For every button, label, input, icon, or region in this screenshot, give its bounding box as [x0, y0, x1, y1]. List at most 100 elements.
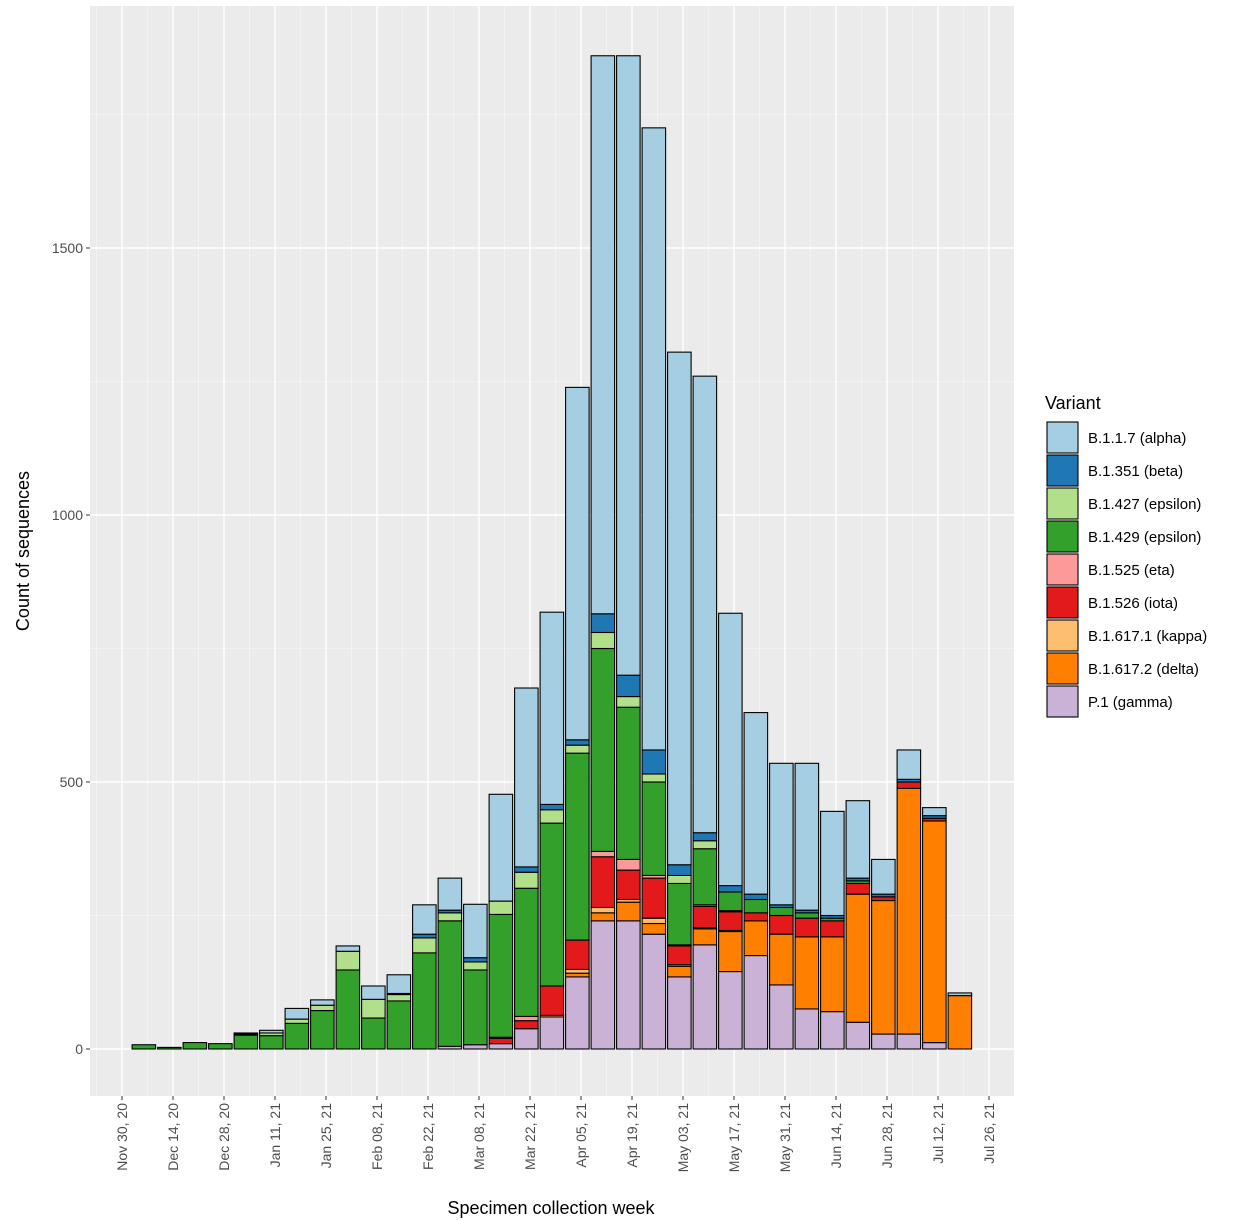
bar-segment: Feb 21, 21 — B.1.1.7 (alpha): 55 — [412, 904, 437, 935]
legend-key — [1046, 520, 1079, 553]
bar-segment: May 02, 21 — P.1 (gamma): 135 — [667, 976, 692, 1050]
bar-segment: Apr 11, 21 — B.1.526 (iota): 95 — [590, 856, 616, 909]
bar-segment: Apr 18, 21 — B.1.427 (epsilon): 20 — [616, 696, 641, 708]
bars: Dec 06, 20 — B.1.429 (epsilon): 8Dec 13,… — [131, 55, 973, 1050]
legend-key — [1046, 685, 1079, 718]
bar-segment: Mar 28, 21 — B.1.429 (epsilon): 305 — [539, 822, 565, 987]
legend-label: B.1.351 (beta) — [1088, 463, 1183, 480]
x-tick-label: Feb 22, 21 — [420, 1103, 436, 1170]
bar-segment: Apr 11, 21 — B.1.1.7 (alpha): 1045 — [590, 55, 616, 615]
bar-segment: Jun 06, 21 — B.1.617.2 (delta): 135 — [794, 936, 820, 1010]
bar-segment: Feb 07, 21 — B.1.427 (epsilon): 35 — [361, 998, 386, 1019]
bar-segment: Jun 06, 21 — P.1 (gamma): 75 — [794, 1008, 820, 1050]
bar-segment: Jan 03, 21 — B.1.1.7 (alpha): 2 — [233, 1032, 259, 1035]
x-tick-label: Jul 12, 21 — [930, 1103, 946, 1164]
legend-label: B.1.526 (iota) — [1088, 595, 1178, 612]
bar-segment: Apr 04, 21 — B.1.617.1 (kappa): 7 — [565, 968, 590, 974]
bar-segment: Jun 27, 21 — B.1.1.7 (alpha): 65 — [871, 858, 896, 895]
bar-segment: May 16, 21 — B.1.1.7 (alpha): 510 — [718, 612, 743, 887]
bar-segment: May 23, 21 — B.1.351 (beta): 10 — [743, 893, 769, 901]
bar-segment: May 30, 21 — B.1.429 (epsilon): 15 — [769, 906, 794, 917]
y-tick-label: 1000 — [52, 507, 83, 523]
bar-segment: Mar 21, 21 — B.1.1.7 (alpha): 335 — [514, 687, 539, 868]
legend-title: Variant — [1045, 393, 1101, 413]
bar-segment: Apr 04, 21 — B.1.351 (beta): 10 — [565, 739, 590, 746]
bar-segment: Jul 04, 21 — B.1.617.2 (delta): 460 — [896, 787, 922, 1035]
bar-segment: Feb 14, 21 — B.1.429 (epsilon): 90 — [386, 1000, 412, 1050]
bar-segment: Jul 11, 21 — B.1.1.7 (alpha): 15 — [922, 807, 947, 817]
bar-segment: Apr 25, 21 — B.1.526 (iota): 75 — [641, 877, 667, 919]
legend-label: B.1.525 (eta) — [1088, 562, 1175, 579]
bar-segment: Jan 17, 21 — B.1.1.7 (alpha): 20 — [284, 1007, 310, 1020]
bar-segment: May 30, 21 — P.1 (gamma): 120 — [769, 984, 794, 1050]
legend-key — [1046, 421, 1079, 454]
x-tick-label: Mar 22, 21 — [522, 1103, 538, 1170]
legend-label: B.1.617.1 (kappa) — [1088, 628, 1207, 645]
bar-segment: Jan 10, 21 — B.1.1.7 (alpha): 5 — [259, 1029, 284, 1034]
bar-segment: Apr 04, 21 — B.1.617.2 (delta): 7 — [565, 972, 590, 978]
bar-segment: Apr 18, 21 — B.1.351 (beta): 40 — [616, 674, 641, 698]
bar-segment: Feb 14, 21 — B.1.427 (epsilon): 12 — [386, 993, 412, 1002]
bar-segment: Jan 17, 21 — B.1.427 (epsilon): 8 — [284, 1018, 310, 1024]
bar-segment: Jul 04, 21 — B.1.526 (iota): 12 — [896, 781, 922, 789]
bar-segment: Mar 14, 21 — B.1.526 (iota): 10 — [488, 1037, 514, 1045]
x-tick-label: May 17, 21 — [726, 1103, 742, 1172]
x-tick-label: Feb 08, 21 — [369, 1103, 385, 1170]
y-tick-label: 1500 — [52, 240, 83, 256]
bar-segment: Feb 28, 21 — B.1.429 (epsilon): 235 — [437, 920, 463, 1047]
bar-segment: Jun 27, 21 — B.1.617.2 (delta): 250 — [871, 899, 896, 1035]
bar-segment: Apr 11, 21 — B.1.617.2 (delta): 15 — [590, 912, 616, 922]
bar-segment: Apr 18, 21 — P.1 (gamma): 240 — [616, 920, 641, 1050]
bar-segment: Apr 18, 21 — B.1.525 (eta): 20 — [616, 858, 641, 871]
bar-segment: May 09, 21 — B.1.1.7 (alpha): 855 — [692, 375, 718, 834]
bar-segment: May 09, 21 — B.1.526 (iota): 40 — [692, 905, 718, 929]
bar-segment: May 30, 21 — B.1.1.7 (alpha): 265 — [769, 762, 794, 906]
y-tick-label: 0 — [75, 1041, 83, 1057]
bar-segment: Apr 25, 21 — B.1.429 (epsilon): 175 — [641, 781, 667, 876]
bar-segment: Jun 20, 21 — B.1.1.7 (alpha): 145 — [845, 800, 871, 879]
legend-label: P.1 (gamma) — [1088, 694, 1173, 711]
x-tick-label: May 31, 21 — [777, 1103, 793, 1172]
bar-segment: Jan 03, 21 — B.1.429 (epsilon): 26 — [233, 1034, 259, 1050]
bar-segment: Mar 14, 21 — B.1.429 (epsilon): 230 — [488, 913, 514, 1038]
bar-segment: Jan 24, 21 — B.1.1.7 (alpha): 10 — [310, 999, 335, 1006]
bar-segment: Jun 20, 21 — P.1 (gamma): 50 — [845, 1021, 871, 1050]
bar-segment: May 23, 21 — B.1.617.2 (delta): 65 — [743, 920, 769, 957]
x-tick-label: Apr 05, 21 — [573, 1103, 589, 1168]
bar-segment: May 16, 21 — P.1 (gamma): 145 — [718, 971, 743, 1050]
bar-segment: Apr 25, 21 — B.1.617.2 (delta): 20 — [641, 922, 667, 935]
bar-segment: Apr 04, 21 — B.1.1.7 (alpha): 660 — [565, 386, 590, 741]
bar-segment: Jan 17, 21 — B.1.429 (epsilon): 48 — [284, 1022, 310, 1050]
legend-label: B.1.617.2 (delta) — [1088, 661, 1199, 678]
bar-segment: Mar 28, 21 — B.1.526 (iota): 55 — [539, 985, 565, 1016]
bar-segment: Jul 11, 21 — P.1 (gamma): 12 — [922, 1042, 947, 1050]
bar-segment: Feb 07, 21 — B.1.1.7 (alpha): 25 — [361, 985, 386, 1000]
bar-segment: Apr 04, 21 — P.1 (gamma): 135 — [565, 976, 590, 1050]
bar-segment: Dec 20, 20 — B.1.429 (epsilon): 12 — [182, 1042, 208, 1050]
bar-segment: Mar 21, 21 — B.1.351 (beta): 10 — [514, 866, 539, 873]
x-tick-label: Nov 30, 20 — [114, 1103, 130, 1171]
bar-segment: May 16, 21 — B.1.429 (epsilon): 35 — [718, 891, 743, 912]
legend-label: B.1.1.7 (alpha) — [1088, 430, 1186, 447]
bar-segment: Apr 11, 21 — B.1.617.1 (kappa): 10 — [590, 906, 616, 914]
bar-segment: Mar 07, 21 — B.1.427 (epsilon): 15 — [463, 961, 488, 971]
bar-segment: Feb 14, 21 — B.1.1.7 (alpha): 35 — [386, 974, 412, 995]
bar-segment: Mar 21, 21 — B.1.429 (epsilon): 240 — [514, 887, 539, 1017]
bar-segment: Feb 21, 21 — B.1.429 (epsilon): 180 — [412, 952, 437, 1050]
bar-segment: Apr 18, 21 — B.1.1.7 (alpha): 1160 — [616, 55, 641, 676]
x-axis-title: Specimen collection week — [447, 1198, 655, 1218]
bar-segment: Jun 20, 21 — B.1.617.2 (delta): 240 — [845, 893, 871, 1023]
x-tick-label: Jun 28, 21 — [879, 1103, 895, 1169]
bar-segment: May 16, 21 — B.1.351 (beta): 12 — [718, 885, 743, 893]
legend-key — [1046, 553, 1079, 586]
bar-segment: May 02, 21 — B.1.1.7 (alpha): 960 — [667, 351, 692, 866]
bar-segment: Mar 28, 21 — B.1.1.7 (alpha): 360 — [539, 611, 565, 805]
bar-segment: May 16, 21 — B.1.526 (iota): 35 — [718, 911, 743, 932]
bar-segment: May 02, 21 — B.1.429 (epsilon): 115 — [667, 882, 692, 946]
bar-segment: Mar 28, 21 — P.1 (gamma): 60 — [539, 1016, 565, 1050]
legend-label: B.1.427 (epsilon) — [1088, 496, 1201, 513]
bar-segment: Dec 06, 20 — B.1.429 (epsilon): 8 — [131, 1044, 157, 1050]
x-tick-label: Jun 14, 21 — [828, 1103, 844, 1169]
bar-segment: Mar 07, 21 — B.1.429 (epsilon): 140 — [463, 969, 488, 1046]
bar-segment: Mar 14, 21 — B.1.427 (epsilon): 25 — [488, 900, 514, 915]
